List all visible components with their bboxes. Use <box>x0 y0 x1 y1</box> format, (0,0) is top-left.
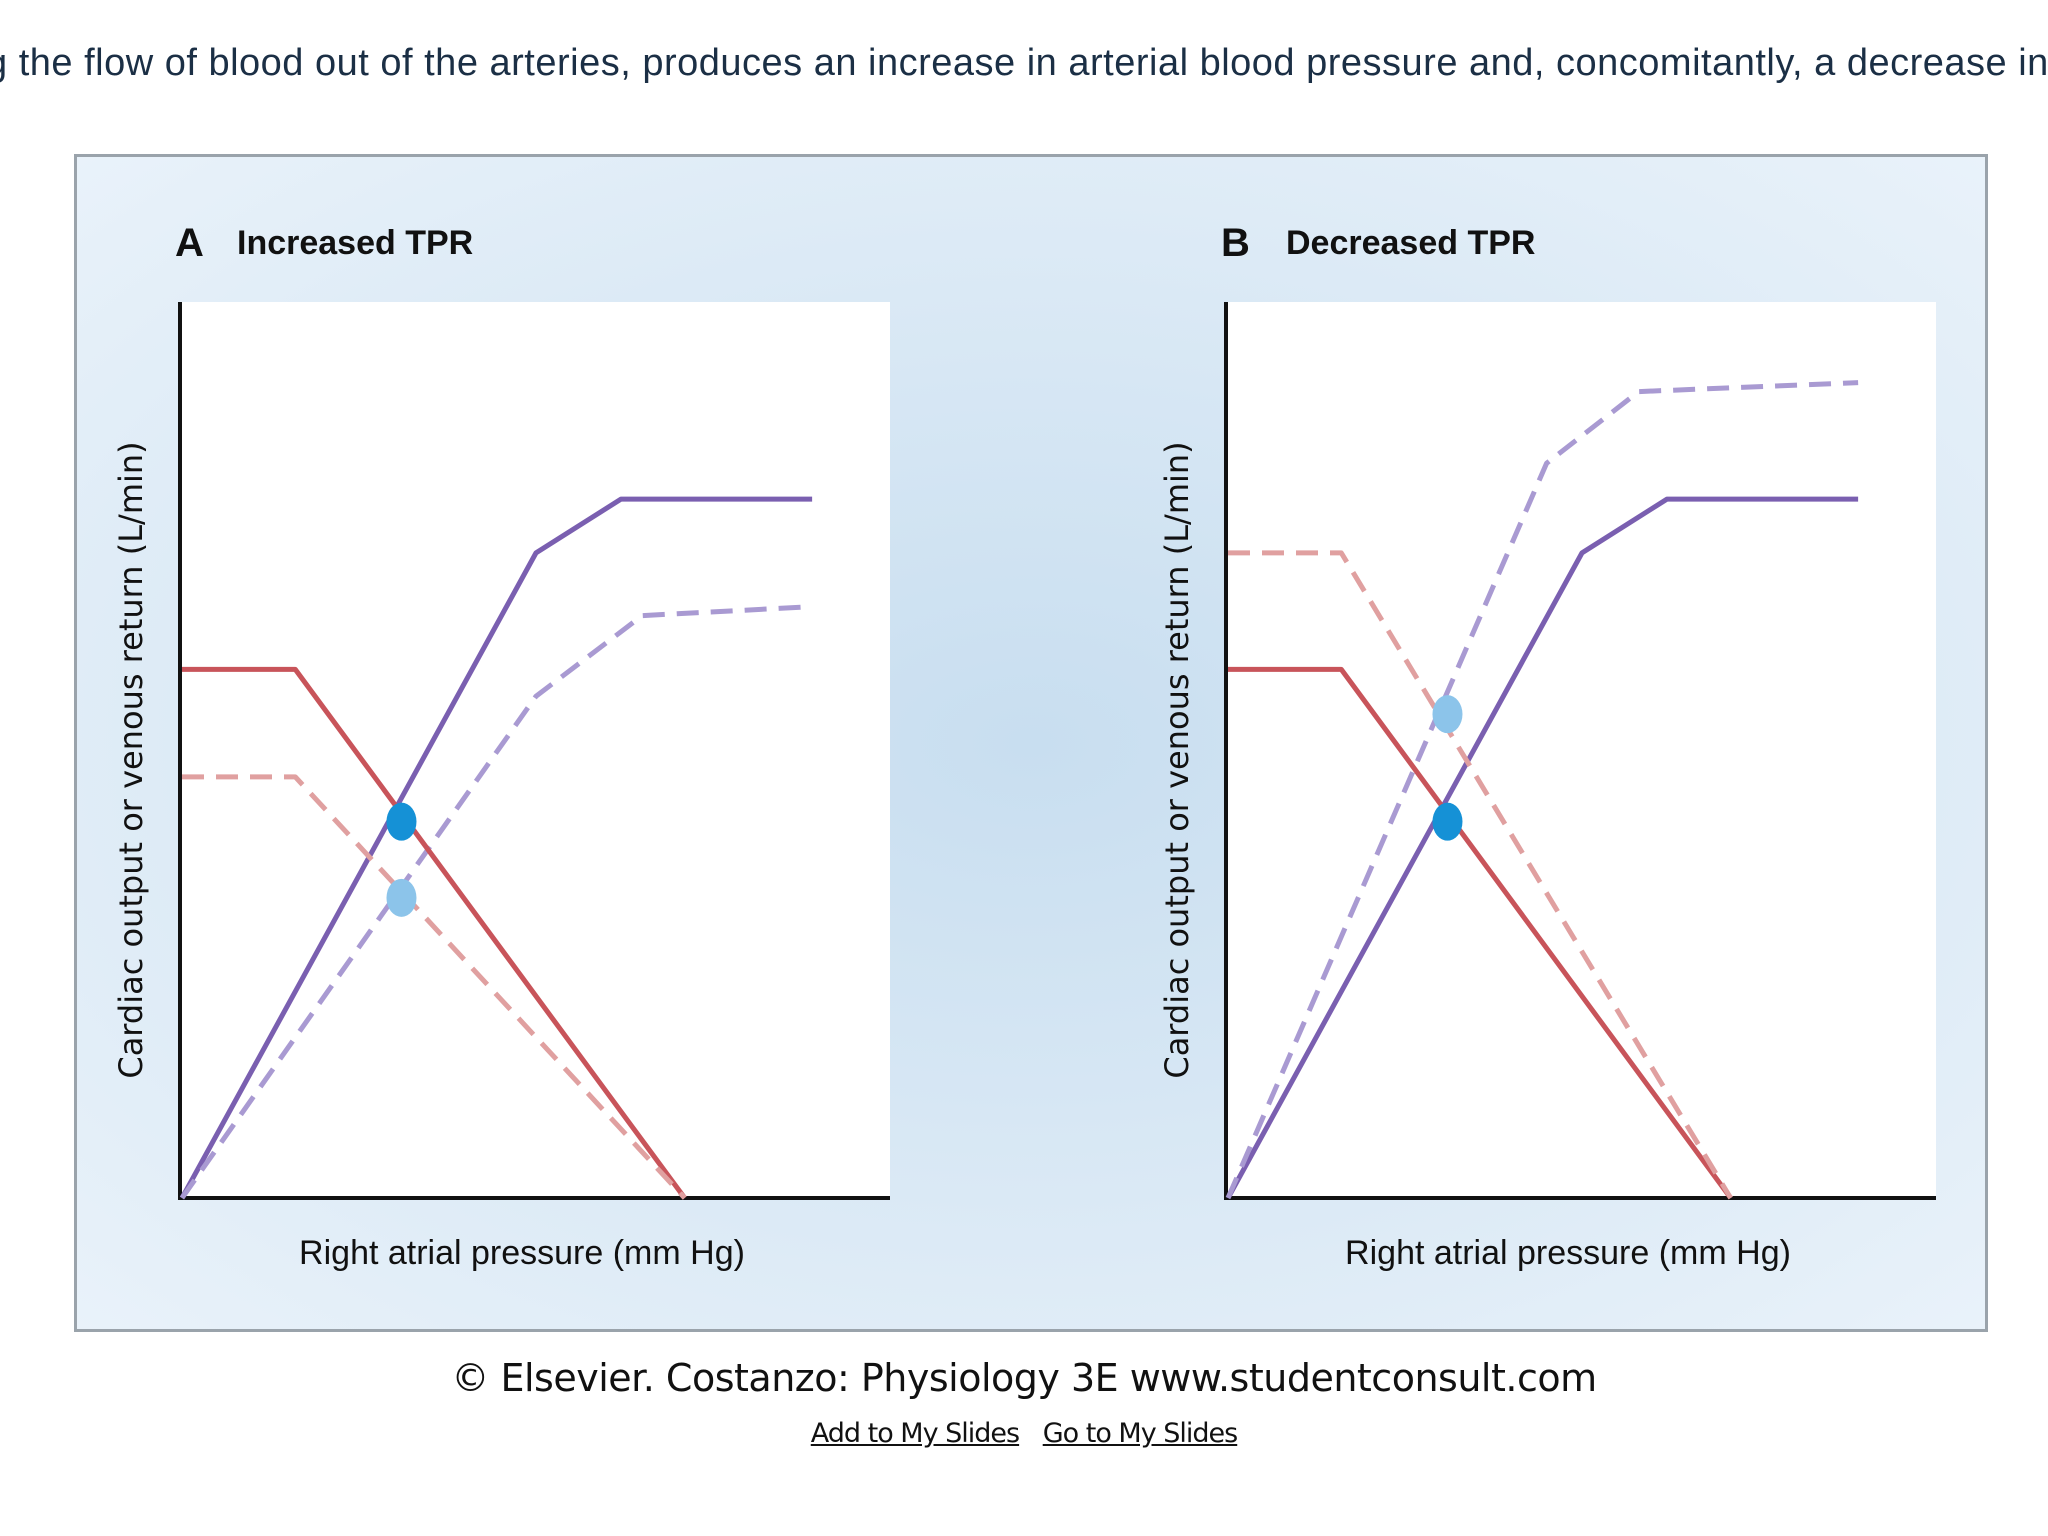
chart-title-b: Decreased TPR <box>1286 224 1535 262</box>
series-line-a-1-dashed <box>179 604 813 1200</box>
go-to-my-slides-link[interactable]: Go to My Slides <box>1042 1418 1239 1449</box>
x-axis-label-b: Right atrial pressure (mm Hg) <box>1345 1234 1791 1272</box>
series-line-b-0-solid <box>1225 496 1859 1200</box>
top-paragraph-text: g the flow of blood out of the arteries,… <box>0 42 2048 84</box>
top-paragraph: g the flow of blood out of the arteries,… <box>0 34 2048 84</box>
series-line-b-2-solid <box>1228 666 1733 1200</box>
panel-letter-b: B <box>1221 221 1250 265</box>
copyright-caption: © Elsevier. Costanzo: Physiology 3E www.… <box>451 1356 1597 1400</box>
panel-b: B Decreased TPR Right atrial pressure (m… <box>1158 221 1936 1272</box>
series-line-b-3-dashed <box>1228 550 1733 1200</box>
series-line-b-1-dashed <box>1225 380 1859 1199</box>
series-line-a-3-dashed <box>182 774 687 1200</box>
series-layer-b <box>1225 380 1859 1200</box>
equilibrium-point-b-0 <box>1432 802 1463 841</box>
series-line-a-0-solid <box>179 496 813 1200</box>
y-axis-label-b: Cardiac output or venous return (L/min) <box>1158 441 1196 1078</box>
equilibrium-point-a-1 <box>386 878 417 917</box>
equilibrium-point-b-1 <box>1432 695 1463 734</box>
panel-letter-a: A <box>175 221 204 265</box>
plot-area-a <box>182 302 890 1198</box>
add-to-my-slides-link[interactable]: Add to My Slides <box>810 1418 1020 1449</box>
plot-area-b <box>1228 302 1936 1198</box>
chart-title-a: Increased TPR <box>237 224 473 262</box>
x-axis-label-a: Right atrial pressure (mm Hg) <box>299 1234 745 1272</box>
series-line-a-2-solid <box>182 666 687 1200</box>
equilibrium-point-a-0 <box>386 802 417 841</box>
panel-a: A Increased TPR Right atrial pressure (m… <box>112 221 890 1272</box>
series-layer-a <box>179 496 813 1200</box>
y-axis-label-a: Cardiac output or venous return (L/min) <box>112 441 150 1078</box>
slide-links: Add to My Slides Go to My Slides <box>0 1418 2048 1449</box>
